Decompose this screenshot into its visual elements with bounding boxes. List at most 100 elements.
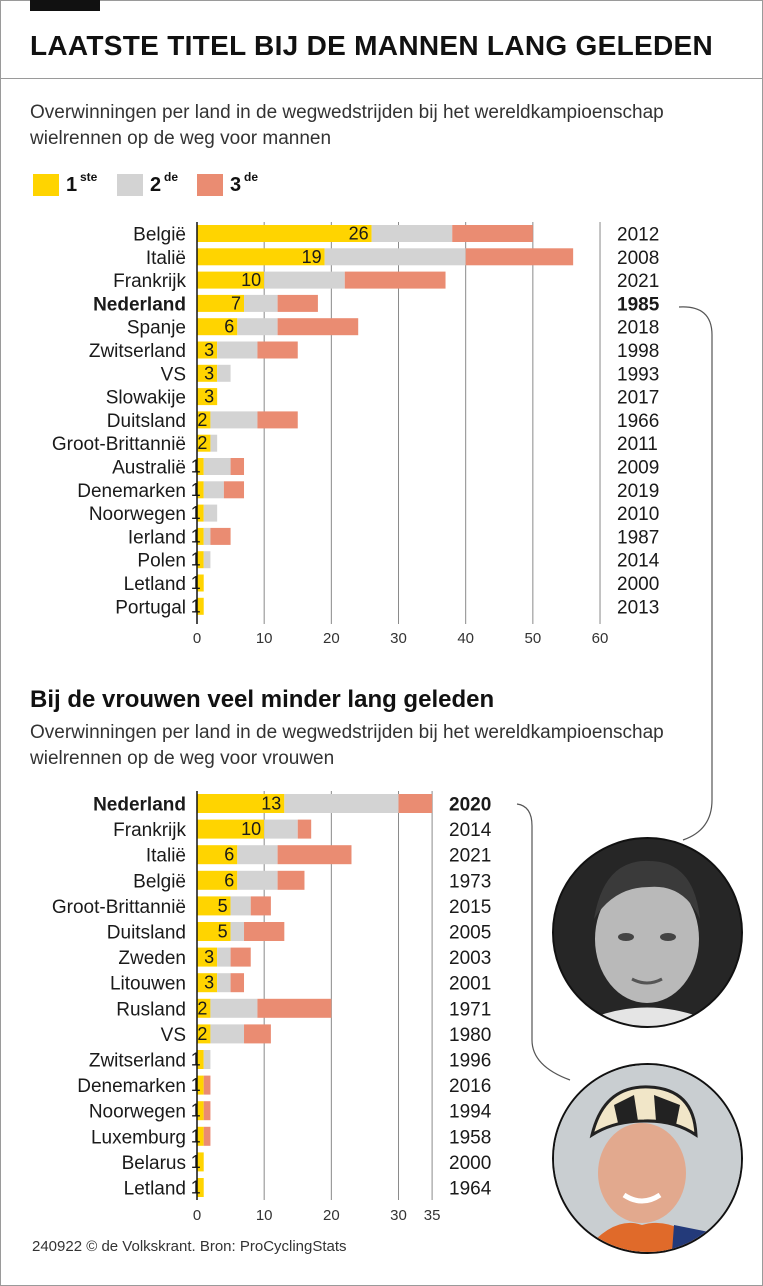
women-year-label: 2014 [449,820,492,841]
legend-swatch-second [117,174,143,196]
women-x-tick-label: 30 [390,1207,407,1224]
women-bar-first [197,1126,204,1146]
men-year-label: 1985 [617,294,660,315]
women-bar-third [244,922,285,941]
women-bar-second [237,870,278,890]
men-data-label: 1 [191,550,201,570]
men-bar-first [197,458,204,475]
men-bar-third [223,481,245,499]
women-year-label: 1971 [449,999,491,1020]
men-bar-second [203,551,211,569]
men-year-label: 2021 [617,271,659,292]
men-bar-third [230,458,245,475]
men-year-label: 1966 [617,411,659,432]
women-x-tick-label: 35 [424,1207,441,1224]
women-x-tick-label: 10 [256,1207,273,1224]
women-bar-third [277,870,305,890]
women-bar-second [230,896,251,916]
top-accent-bar [30,0,100,11]
men-bar-second [217,341,258,359]
women-bar-first [197,1152,204,1172]
women-year-label: 1994 [449,1102,492,1123]
men-bar-second [203,481,224,499]
women-data-label: 1 [191,1126,201,1146]
men-bar-second [217,364,231,382]
women-bar-first [197,1024,211,1044]
men-category-label: Polen [137,551,186,572]
photo-women-champion [552,1063,743,1254]
women-bar-first [197,1050,204,1069]
women-bar-first [197,896,231,916]
women-bar-third [244,1024,271,1044]
men-data-label: 1 [191,503,201,523]
men-category-label: België [133,225,186,246]
men-bar-second [210,411,258,429]
women-bar-third [257,998,332,1018]
men-category-label: Italië [146,248,186,269]
men-year-label: 2019 [617,481,659,502]
women-category-label: Italië [146,846,186,867]
men-bar-first [197,271,265,289]
men-bar-first [197,597,204,615]
women-year-label: 1958 [449,1127,491,1148]
men-category-label: Australië [112,458,186,479]
men-bar-first [197,411,211,429]
men-data-label: 26 [349,224,369,244]
women-bar-third [203,1126,211,1146]
women-data-label: 1 [191,1101,201,1121]
men-data-label: 10 [241,270,261,290]
men-bar-second [264,271,345,289]
men-bar-third [344,271,446,289]
men-category-label: Frankrijk [113,271,186,292]
men-bar-third [210,527,231,545]
men-year-label: 2013 [617,597,659,618]
men-bar-first [197,551,204,569]
women-data-label: 1 [191,1152,201,1172]
women-category-label: Noorwegen [89,1102,186,1123]
men-category-label: Letland [124,574,186,595]
men-category-label: VS [161,364,186,385]
men-data-label: 1 [191,596,201,616]
legend-sup-first: ste [80,170,98,184]
women-data-label: 2 [197,1024,207,1044]
women-year-label: 2005 [449,923,491,944]
women-year-label: 2016 [449,1076,491,1097]
women-year-label: 1980 [449,1025,491,1046]
men-category-label: Nederland [93,294,186,315]
women-bar-first [197,1101,204,1121]
men-data-label: 3 [204,340,214,360]
women-year-label: 1973 [449,871,491,892]
women-bar-second [230,922,245,941]
men-year-label: 1998 [617,341,659,362]
men-bar-third [277,318,359,336]
men-bar-first [197,364,218,382]
men-data-label: 6 [224,317,234,337]
leader-line-men [678,306,713,841]
men-year-label: 2017 [617,388,659,409]
women-bar-second [210,998,258,1018]
women-bar-third [297,819,312,839]
men-category-label: Spanje [127,318,186,339]
men-year-label: 1993 [617,364,659,385]
men-year-label: 2008 [617,248,659,269]
women-category-label: Luxemburg [91,1127,186,1148]
women-bar-third [203,1075,211,1095]
men-bar-first [197,527,204,545]
men-category-label: Noorwegen [89,504,186,525]
men-x-tick-label: 10 [256,630,273,647]
men-year-label: 2018 [617,318,659,339]
women-year-label: 1964 [449,1179,492,1200]
title-divider [0,78,763,79]
men-bar-second [203,458,231,475]
section-women-title: Bij de vrouwen veel minder lang geleden [30,686,495,713]
women-bar-first [197,973,218,993]
men-bar-third [257,341,298,359]
men-bar-first [197,574,204,592]
women-x-tick-label: 20 [323,1207,340,1224]
legend-sup-second: de [164,170,179,184]
men-bar-first [197,294,245,312]
men-x-tick-label: 30 [390,630,407,647]
women-x-tick-label: 0 [193,1207,201,1224]
women-category-label: Zweden [118,948,186,969]
